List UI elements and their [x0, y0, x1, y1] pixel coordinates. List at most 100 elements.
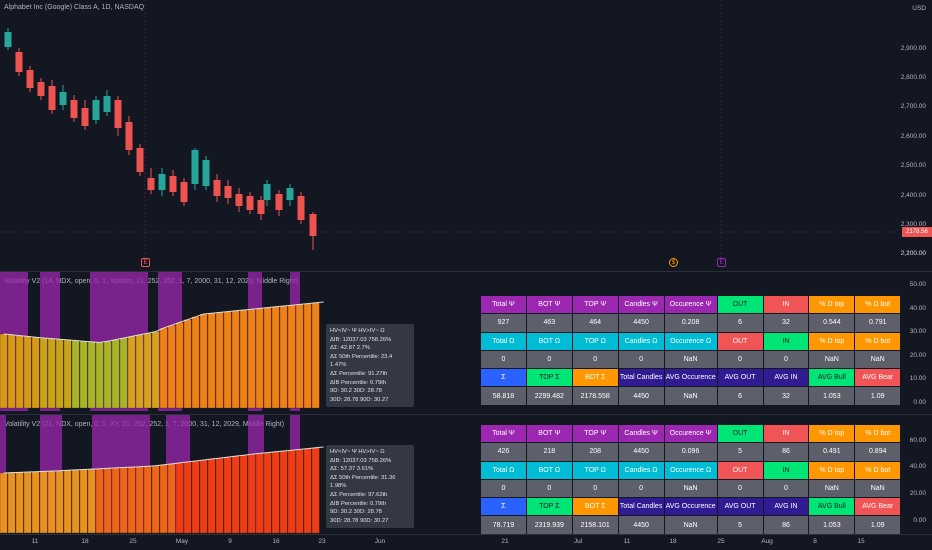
indicator-2-axis[interactable]: 60.00 40.00 20.00 0.00 — [896, 415, 932, 534]
hist-bar — [303, 303, 312, 409]
table-cell: % D top — [808, 294, 856, 315]
table-cell: 0 — [617, 349, 665, 370]
candlestick-chart[interactable] — [0, 0, 896, 270]
time-tick: 11 — [31, 538, 39, 545]
indicator-pane-2[interactable]: Volatility V2 (21, NDX, open, 0, 1, XY, … — [0, 415, 932, 535]
table-cell: 4450 — [617, 515, 665, 535]
table-cell: BOT Ψ — [525, 423, 573, 444]
price-axis[interactable]: USD 2,900.00 2,800.00 2,700.00 2,600.00 2,50… — [896, 0, 932, 270]
table-cell: AVG OUT — [716, 497, 764, 517]
stats-line: HV<IV~ Ψ HV>IV~ Ω — [330, 449, 385, 455]
hist-bar — [303, 448, 312, 534]
table-cell: BOT Ω — [525, 331, 573, 351]
table-cell: 0 — [571, 349, 619, 370]
table-cell: TOP Ψ — [571, 423, 619, 444]
table-cell: 0 — [762, 349, 810, 370]
hist-bar — [183, 319, 192, 409]
event-marker[interactable]: $ — [669, 258, 678, 267]
indicator-1-axis[interactable]: 50.00 40.00 30.00 20.00 10.00 0.00 — [896, 272, 932, 413]
table-cell: 0.894 — [854, 442, 902, 462]
hist-bar — [95, 468, 104, 534]
table-row: 0 0 0 0 NaN 0 0 NaN NaN — [480, 349, 902, 370]
hist-bar — [71, 340, 80, 409]
table-cell: 0 — [525, 478, 573, 499]
hist-bar — [7, 334, 16, 409]
stats-line: 30D: 28.78 90D: 30.27 — [330, 517, 389, 524]
hist-bar — [199, 459, 208, 534]
price-tick: 2,800.00 — [900, 74, 926, 81]
time-tick: 25 — [129, 538, 137, 545]
candle — [309, 212, 317, 250]
hist-bar — [55, 470, 64, 534]
currency-label: USD — [912, 5, 926, 12]
hist-bar — [79, 469, 88, 534]
table-cell: NaN — [808, 478, 856, 499]
event-marker[interactable]: E — [717, 258, 726, 267]
price-pane[interactable]: Alphabet Inc (Google) Class A, 1D, NASDA… — [0, 0, 932, 270]
hist-bar — [79, 341, 88, 409]
hist-bar — [23, 336, 32, 409]
time-axis[interactable]: 11 18 25 May 9 16 23 Jun 21 Jul 11 18 25 Aug 8 15 — [0, 534, 932, 550]
table-cell: AVG Bull — [808, 497, 856, 517]
table-cell: 0.208 — [663, 313, 718, 333]
table-row: Total Ω BOT Ω TOP Ω Candles Ω Occurence Ω OUT… — [480, 460, 902, 480]
table-cell: OUT — [716, 331, 764, 351]
hist-bar — [255, 308, 264, 409]
table-cell: NaN — [854, 478, 902, 499]
axis-tick: 50.00 — [909, 281, 926, 288]
table-cell: Candles Ω — [617, 331, 665, 351]
stats-line: ΔIB Percentile: 0.79th — [330, 379, 387, 386]
table-cell: 208 — [571, 442, 619, 462]
time-tick: Aug — [761, 538, 773, 545]
event-marker[interactable]: E — [141, 258, 150, 267]
table-row: 78.719 2319.939 2158.101 4450 NaN 5 86 1.053 1.0… — [480, 515, 902, 535]
table-cell: Total Candles — [617, 368, 665, 388]
hist-bar — [271, 451, 280, 534]
table-cell: % D bot — [854, 294, 902, 315]
table-cell: BOT Ψ — [525, 294, 573, 315]
table-cell: NaN — [663, 478, 718, 499]
table-row: 927 463 464 4450 0.208 6 32 0.544 0.791 — [480, 313, 902, 333]
table-cell: Σ — [480, 497, 527, 517]
candle — [297, 192, 305, 224]
candle — [257, 196, 265, 220]
table-cell: 0 — [617, 478, 665, 499]
stats-line: ΔΣ Percentile: 91.27th — [330, 370, 388, 377]
candle — [191, 148, 199, 190]
time-tick: May — [175, 538, 189, 545]
hist-bar — [15, 335, 24, 409]
hist-bar — [119, 337, 128, 409]
table-row: 426 218 208 4450 0.096 5 86 0.491 0.894 — [480, 442, 902, 462]
table-cell: Total Candles — [617, 497, 665, 517]
candle — [275, 190, 283, 216]
candle — [286, 184, 294, 206]
table-cell: Candles Ψ — [617, 423, 665, 444]
stats-line: ΔΣ 50th Percentile: 23.4 1.47% — [330, 353, 393, 369]
hist-bar — [127, 336, 136, 409]
table-cell: AVG IN — [762, 497, 810, 517]
table-cell: IN — [762, 294, 810, 315]
table-row: Σ TOP Σ BOT Σ Total Candles AVG Occurence AVG… — [480, 497, 902, 517]
hist-bar — [215, 312, 224, 409]
hist-bar — [223, 456, 232, 534]
table-cell: IN — [762, 460, 810, 480]
hist-bar — [311, 302, 320, 409]
axis-tick: 40.00 — [909, 463, 926, 470]
candle — [114, 96, 122, 136]
table-cell: NaN — [663, 515, 718, 535]
time-tick: 15 — [857, 538, 865, 545]
candle — [48, 80, 56, 114]
hist-bar — [0, 472, 8, 534]
indicator-pane-1[interactable]: Volatility V2 (14, NDX, open, 0, 1, Ypsi… — [0, 272, 932, 413]
table-cell: 0 — [716, 478, 764, 499]
table-cell: Occurence Ω — [663, 460, 718, 480]
hist-bar — [311, 447, 320, 534]
table-cell: IN — [762, 423, 810, 444]
table-cell: % D top — [808, 331, 856, 351]
table-cell: 4450 — [617, 313, 665, 333]
table-cell: 0 — [716, 349, 764, 370]
hist-bar — [151, 331, 160, 409]
candle — [158, 168, 166, 196]
table-cell: Candles Ω — [617, 460, 665, 480]
